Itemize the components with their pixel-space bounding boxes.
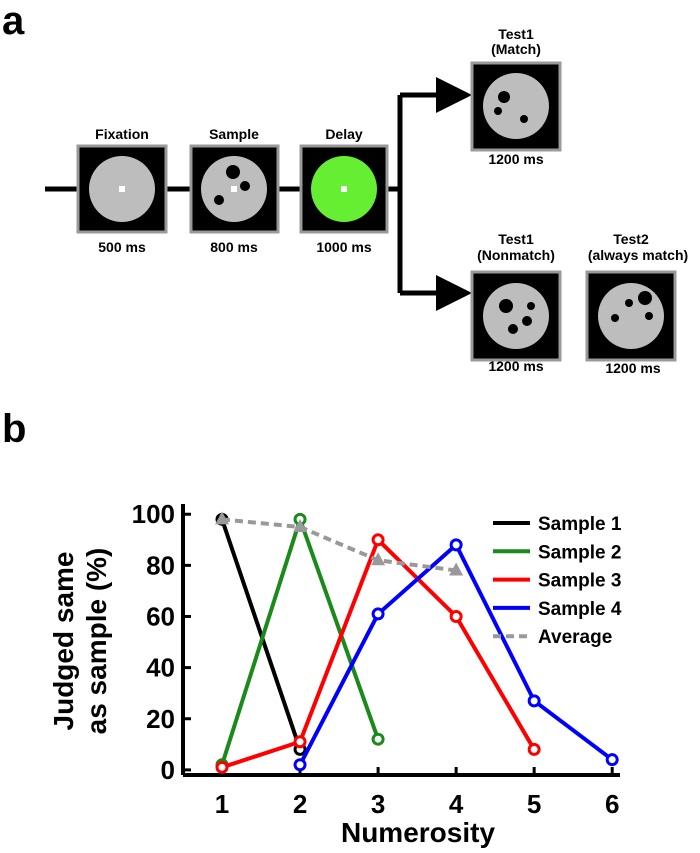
disk	[598, 283, 664, 349]
time: 500 ms	[98, 239, 146, 255]
dot	[522, 316, 532, 326]
panel-label: b	[2, 407, 26, 451]
y-tick-label: 60	[146, 601, 175, 631]
x-tick-label: 1	[215, 789, 229, 819]
marker	[371, 533, 385, 547]
marker	[371, 552, 386, 566]
panel-a: a Fixation 500 ms Sample 800 ms Delay 10…	[2, 0, 688, 376]
label: Delay	[325, 126, 363, 142]
label: Test1	[498, 231, 534, 247]
label: Fixation	[95, 126, 149, 142]
panel-label: a	[2, 0, 25, 43]
y-axis-title: Judged same	[48, 552, 79, 731]
marker	[449, 609, 463, 623]
panel-b: 0 20 40 60 80 100 1 2 3 4 5 6 Numerosity Judged same a…	[48, 499, 622, 848]
marker	[605, 753, 619, 767]
time: 800 ms	[210, 239, 258, 255]
legend-label: Sample 2	[538, 542, 621, 563]
time: 1000 ms	[316, 239, 371, 255]
marker	[527, 742, 541, 756]
series-line	[220, 513, 380, 766]
fixation-point	[341, 186, 347, 192]
legend-label: Average	[538, 627, 612, 648]
y-tick-label: 80	[146, 550, 175, 580]
dot	[625, 299, 633, 307]
time: 1200 ms	[488, 151, 543, 167]
x-tick-label: 2	[293, 789, 307, 819]
dot	[498, 91, 510, 103]
dot	[520, 115, 528, 123]
time: 1200 ms	[605, 360, 660, 376]
dot	[638, 291, 652, 305]
x-tick-label: 4	[449, 789, 464, 819]
dot	[494, 107, 502, 115]
y-tick-label: 0	[161, 755, 175, 785]
y-axis-title: as sample (%)	[81, 548, 112, 735]
dot	[226, 165, 240, 179]
marker	[293, 519, 308, 533]
label: (Nonmatch)	[477, 247, 555, 263]
disk	[483, 283, 549, 349]
marker	[215, 760, 229, 774]
marker	[293, 758, 307, 772]
marker	[527, 694, 541, 708]
dot	[499, 299, 513, 313]
x-tick-label: 3	[371, 789, 385, 819]
label: (always match)	[588, 247, 688, 263]
dot	[645, 312, 653, 320]
marker	[449, 562, 464, 576]
label: Test2	[613, 231, 649, 247]
dot	[527, 302, 535, 310]
branch	[397, 92, 440, 296]
x-axis-title: Numerosity	[341, 817, 495, 848]
disk	[483, 73, 549, 139]
label: Sample	[209, 126, 259, 142]
series-line	[220, 518, 302, 751]
y-tick-label: 20	[146, 704, 175, 734]
marker	[293, 735, 307, 749]
y-tick-label: 40	[146, 653, 175, 683]
dot	[240, 181, 250, 191]
marker	[371, 732, 385, 746]
dot	[611, 314, 619, 322]
arrows	[436, 77, 472, 311]
marker	[215, 511, 230, 525]
x-tick-label: 6	[605, 789, 619, 819]
label: (Match)	[491, 41, 541, 57]
fixation-point	[119, 186, 125, 192]
x-tick-label: 5	[527, 789, 541, 819]
legend-label: Sample 1	[538, 514, 622, 535]
dot	[214, 195, 224, 205]
time: 1200 ms	[488, 358, 543, 374]
label: Test1	[498, 26, 534, 42]
y-tick-label: 100	[132, 499, 175, 529]
marker	[449, 538, 463, 552]
legend-label: Sample 4	[538, 599, 622, 620]
fixation-point	[231, 186, 237, 192]
series-line	[221, 517, 457, 573]
dot	[508, 324, 518, 334]
legend-label: Sample 3	[538, 571, 621, 592]
marker	[371, 607, 385, 621]
